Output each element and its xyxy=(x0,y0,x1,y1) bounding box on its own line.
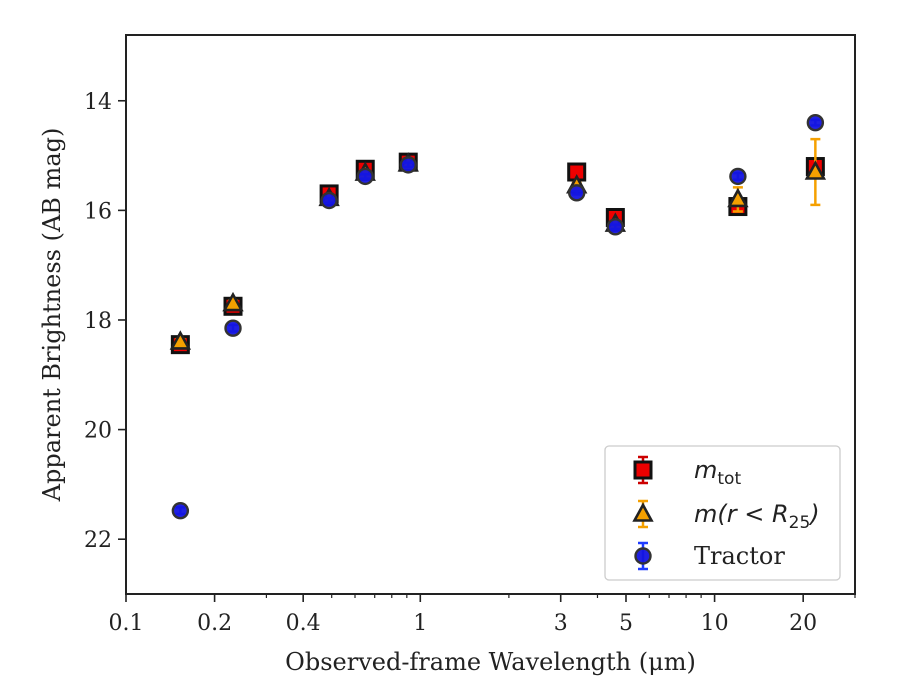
x-axis-label: Observed-frame Wavelength (μm) xyxy=(285,648,696,676)
x-tick-label: 10 xyxy=(701,611,729,636)
circle-point xyxy=(320,191,338,210)
circle-point xyxy=(399,156,417,174)
legend-label: m(r < R25) xyxy=(694,500,820,533)
plot-frame xyxy=(125,34,856,595)
legend-marker-triangle xyxy=(632,502,654,522)
y-tick-label: 18 xyxy=(84,309,112,334)
legend-entry: Tractor xyxy=(634,541,785,571)
y-tick-label: 22 xyxy=(84,528,112,553)
x-tick-label: 5 xyxy=(619,611,633,636)
circle-point xyxy=(356,167,374,186)
triangle-point xyxy=(169,330,192,350)
legend-label-base: m(r < R xyxy=(694,500,789,528)
legend-entry: m(r < R25) xyxy=(632,499,820,533)
series-square xyxy=(170,152,825,355)
circle-point xyxy=(606,218,625,236)
triangle-point xyxy=(804,160,827,180)
x-tick-label: 20 xyxy=(789,611,817,636)
circle-point xyxy=(568,184,586,202)
circle-point xyxy=(171,501,190,520)
y-axis-label: Apparent Brightness (AB mag) xyxy=(38,128,66,503)
legend: mtot m(r < R25) Tractor xyxy=(604,445,841,581)
circle-point xyxy=(806,113,825,132)
triangle-point xyxy=(222,291,244,312)
legend-marker-square xyxy=(633,460,653,480)
legend-label: mtot xyxy=(694,456,741,489)
legend-entry: mtot xyxy=(633,455,741,489)
circle-point xyxy=(729,167,747,186)
x-tick-label: 0.4 xyxy=(286,611,321,636)
legend-box xyxy=(604,445,841,581)
plot-area xyxy=(169,113,827,520)
legend-label-tail: ) xyxy=(808,500,819,528)
y-tick-label: 14 xyxy=(84,90,112,115)
triangle-point xyxy=(727,187,749,208)
legend-label: Tractor xyxy=(694,542,785,570)
x-tick-label: 0.2 xyxy=(197,611,232,636)
x-tick-label: 3 xyxy=(554,611,568,636)
circle-point xyxy=(224,319,242,337)
legend-label-subscript: 25 xyxy=(789,513,811,533)
series-circle xyxy=(171,113,825,520)
x-tick-label: 0.1 xyxy=(109,611,144,636)
series-triangle xyxy=(169,137,827,350)
y-tick-label: 20 xyxy=(84,419,112,444)
legend-label-subscript: tot xyxy=(717,469,741,489)
axes: 0.1 0.2 0.4 1 3 5 10 20 14 16 18 20 22 Observed-frame… xyxy=(38,34,856,676)
y-tick-label: 16 xyxy=(84,199,112,224)
legend-label-base: m xyxy=(694,456,717,484)
x-tick-label: 1 xyxy=(413,611,427,636)
legend-marker-circle xyxy=(634,547,652,565)
